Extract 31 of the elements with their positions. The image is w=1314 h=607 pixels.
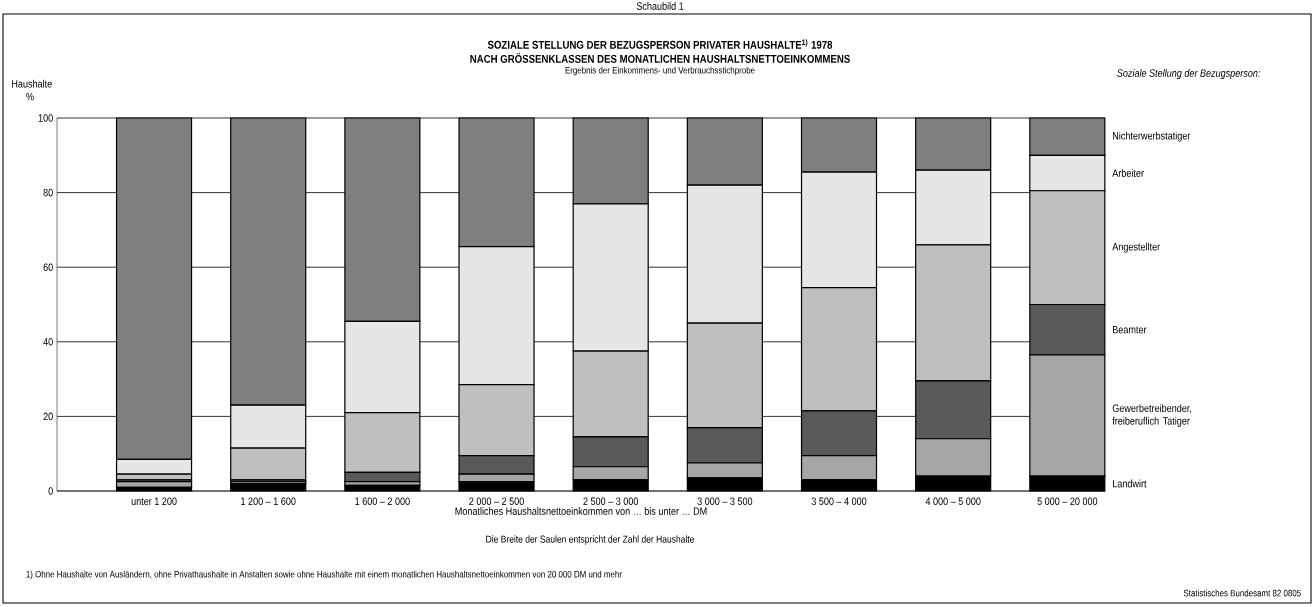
- series-label: Angestellter: [1112, 242, 1160, 253]
- x-tick-label: 2 500 – 3 000: [583, 497, 639, 506]
- x-tick-label: 5 000 – 20 000: [1037, 497, 1098, 506]
- chart-title: SOZIALE STELLUNG DER BEZUGSPERSON PRIVATER HAUSHALTE$^{1)}$ 1978: [487, 39, 833, 49]
- series-label: Gewerbetreibender, freiberuflich Tatiger: [1112, 404, 1192, 427]
- text: Schaubild 1: [636, 2, 684, 10]
- legend-title: Soziale Stellung der Bezugsperson:: [1117, 69, 1261, 79]
- series-label: Arbeiter: [1112, 169, 1144, 177]
- x-tick-label: 3 000 – 3 500: [697, 497, 753, 506]
- text: 1) Ohne Haushalte von Ausländern, ohne Privathaushalte in Anstalten sowie ohne Haushalte mit einem monatlichen Haushaltsnettoeinkommen von 20 000 DM und mehr: [26, 570, 622, 580]
- text: Die Breite der Saulen entspricht der Zahl der Haushalte: [486, 535, 695, 545]
- series-label: Landwirt: [1113, 479, 1147, 488]
- series-label: Beamter: [1113, 325, 1147, 334]
- y-tick-label: 20: [43, 412, 53, 421]
- x-tick-label: 3 500 – 4 000: [811, 497, 867, 506]
- x-axis-title: Monatliches Haushaltsnettoeinkommen von … bis unter … DM: [455, 507, 707, 515]
- text: Ergebnis der Einkommens- und Verbrauchsstichprobe: [565, 66, 755, 76]
- x-tick-label: 2 000 – 2 500: [469, 497, 524, 506]
- y-tick-label: 60: [43, 263, 53, 271]
- x-tick-label: 1 600 – 2 000: [355, 497, 410, 506]
- x-tick-label: 4 000 – 5 000: [925, 497, 981, 506]
- y-tick-label: 80: [43, 188, 53, 197]
- chart-subtitle: NACH GRÖSSENKLASSEN DES MONATLICHEN HAUSHALTSNETTOEINKOMMENS: [470, 53, 850, 63]
- x-tick-label: 1 200 – 1 600: [241, 497, 296, 506]
- y-tick-label: 40: [43, 338, 53, 346]
- x-tick-label: unter 1 200: [131, 497, 177, 506]
- y-tick-label: 100: [38, 114, 53, 122]
- series-label: Nichterwerbstatiger: [1113, 131, 1191, 142]
- text: Statistisches Bundesamt 82 0805: [1183, 589, 1301, 597]
- y-tick-label: 0: [48, 487, 53, 495]
- y-axis-title: Haushalte %: [12, 79, 52, 101]
